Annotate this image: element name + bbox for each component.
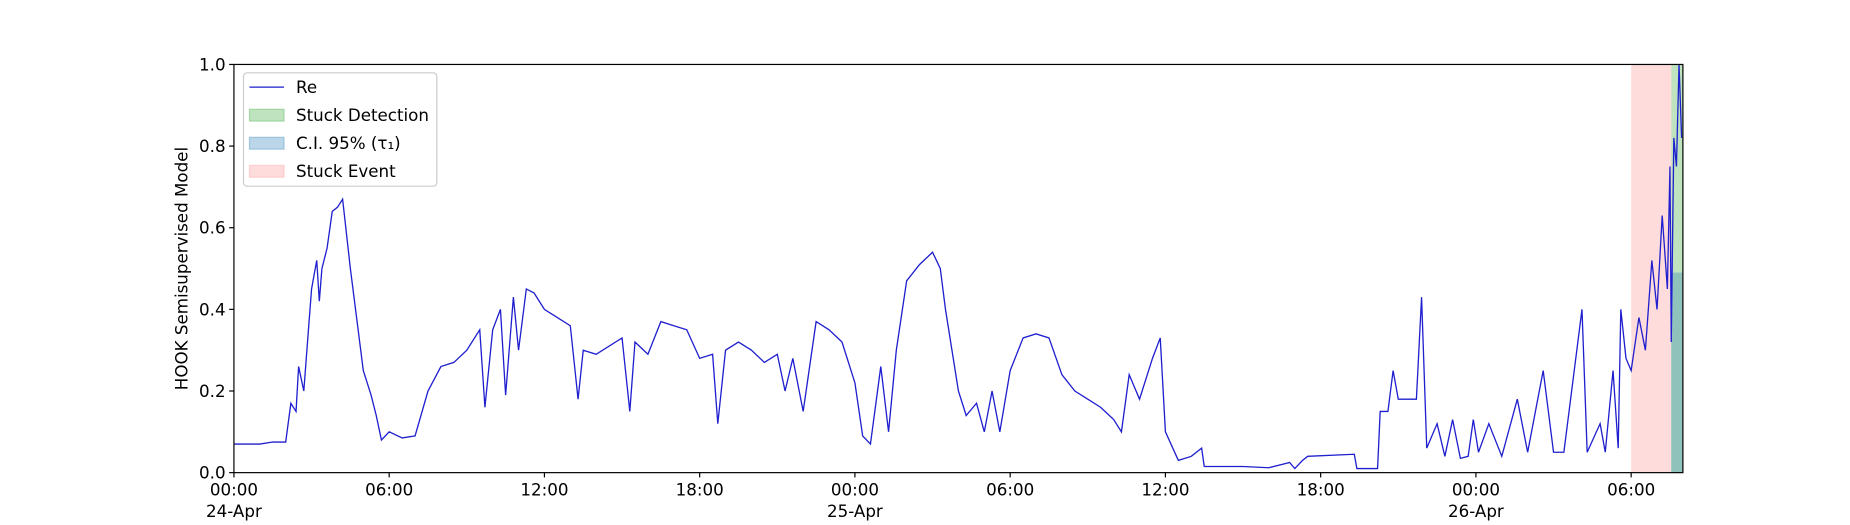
x-tick-label: 06:00 bbox=[365, 479, 413, 499]
x-tick-label: 12:00 bbox=[1141, 479, 1189, 499]
legend-label: Re bbox=[296, 77, 317, 97]
line-series bbox=[233, 64, 1683, 470]
y-tick-label: 0.6 bbox=[199, 218, 226, 238]
span bbox=[1671, 272, 1683, 473]
y-tick-label: 0.2 bbox=[199, 381, 226, 401]
x-tick-label: 00:00 bbox=[210, 479, 258, 499]
legend-swatch bbox=[248, 136, 285, 150]
span bbox=[1671, 64, 1683, 473]
legend-box bbox=[242, 72, 438, 187]
x-tick-label: 06:00 bbox=[1607, 479, 1655, 499]
x-tick-label: 18:00 bbox=[1297, 479, 1345, 499]
legend-label: C.I. 95% (τ₁) bbox=[296, 133, 401, 153]
legend-label: Stuck Event bbox=[296, 161, 396, 181]
y-tick-label: 1.0 bbox=[199, 54, 226, 74]
x-tick-year: 1900 bbox=[213, 522, 255, 525]
x-tick-label: 06:00 bbox=[986, 479, 1034, 499]
y-tick-label: 0.8 bbox=[199, 136, 226, 156]
x-tick-date: 26-Apr bbox=[1448, 501, 1504, 521]
legend-swatch bbox=[248, 108, 285, 122]
x-tick-date: 24-Apr bbox=[206, 501, 262, 521]
x-tick-label: 18:00 bbox=[676, 479, 724, 499]
plot-frame bbox=[233, 63, 1684, 474]
y-tick-label: 0.0 bbox=[199, 463, 226, 483]
legend-swatch bbox=[248, 164, 285, 178]
legend-label: Stuck Detection bbox=[296, 105, 429, 125]
x-tick-label: 00:00 bbox=[1452, 479, 1500, 499]
y-tick-label: 0.4 bbox=[199, 299, 226, 319]
x-tick-label: 00:00 bbox=[831, 479, 879, 499]
x-tick-label: 12:00 bbox=[520, 479, 568, 499]
x-tick-date: 25-Apr bbox=[827, 501, 883, 521]
y-axis-label: HOOK Semisupervised Model bbox=[171, 147, 191, 390]
legend: Re Stuck Detection C.I. 95% (τ₁) Stuck Even… bbox=[242, 72, 438, 187]
